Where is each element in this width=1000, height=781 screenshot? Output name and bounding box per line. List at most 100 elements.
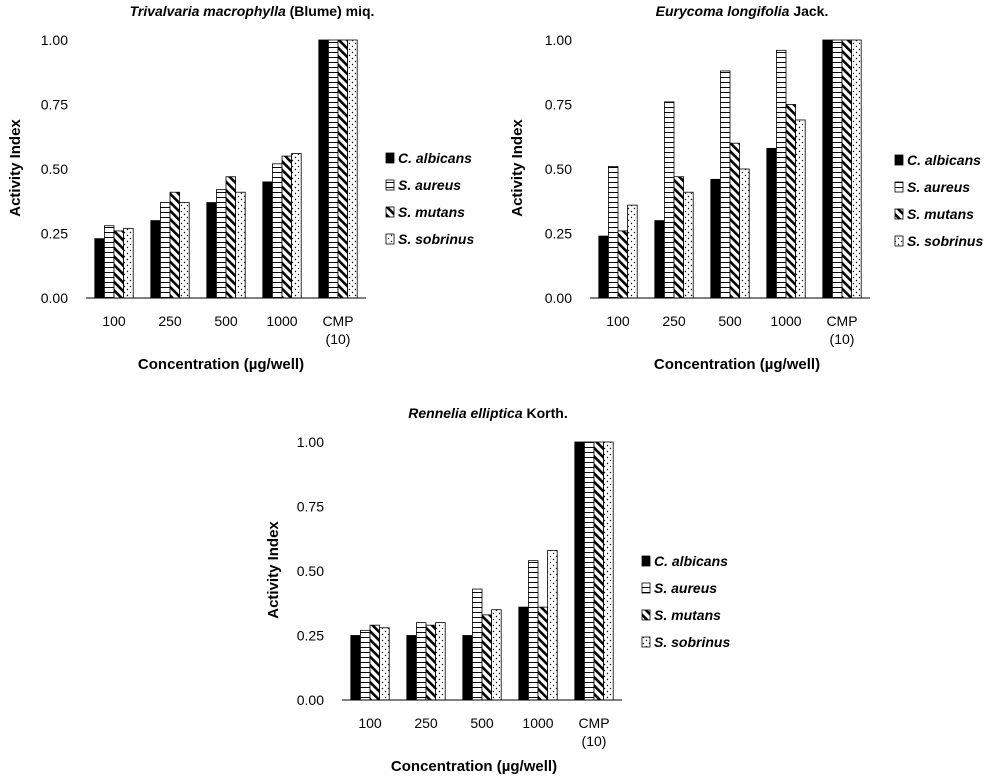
bar — [179, 202, 190, 299]
bar — [683, 191, 694, 299]
legend-label: C. albicans — [654, 553, 728, 569]
bar — [776, 49, 787, 299]
legend-label: S. mutans — [907, 206, 974, 222]
legend-label: S. sobrinus — [654, 634, 730, 650]
bar — [425, 624, 437, 701]
legend-swatch — [385, 152, 395, 164]
x-tick-label: 250 — [158, 313, 182, 329]
bar — [598, 235, 609, 299]
bar — [271, 163, 283, 299]
bar — [673, 176, 685, 299]
legend-swatch — [894, 154, 904, 166]
bar — [547, 549, 558, 701]
bar — [603, 441, 614, 701]
bar — [785, 104, 797, 299]
legend: C. albicans S. aureus S. mutans S. sobrinus — [385, 150, 474, 247]
bar — [491, 609, 502, 701]
legend-label: S. mutans — [654, 607, 721, 623]
bar — [710, 178, 721, 299]
legend-label: S. sobrinus — [398, 231, 474, 247]
bar — [795, 119, 806, 299]
bar — [851, 39, 862, 299]
bar — [481, 614, 493, 701]
x-tick-label: 100 — [358, 715, 382, 731]
y-tick-label: 0.75 — [41, 97, 68, 113]
y-tick-label: 0.25 — [41, 226, 68, 242]
bar — [327, 39, 339, 299]
bar — [435, 622, 446, 701]
bar — [415, 622, 427, 701]
bar — [739, 168, 750, 299]
x-axis-label: Concentration (µg/well) — [138, 356, 304, 373]
legend-label: S. aureus — [654, 580, 717, 596]
legend-label: S. mutans — [398, 204, 465, 220]
bar — [841, 39, 853, 299]
bar — [593, 441, 605, 701]
bar — [822, 39, 833, 299]
y-tick-label: 0.00 — [297, 692, 324, 708]
bar — [608, 166, 619, 299]
x-tick-label: 100 — [102, 313, 126, 329]
y-tick-label: 0.50 — [41, 161, 68, 177]
plot-area: 0.00 0.25 0.50 0.75 1.00 100 250 500 1000 CMP (10) — [545, 32, 870, 347]
bar — [379, 627, 390, 701]
y-axis-label: Activity Index — [7, 119, 24, 217]
x-tick-label: 1000 — [770, 313, 801, 329]
x-axis-label: Concentration (µg/well) — [654, 356, 820, 373]
bar — [347, 39, 358, 299]
bar — [654, 220, 665, 299]
bar — [169, 191, 181, 299]
bar — [281, 155, 293, 299]
bar — [832, 39, 843, 299]
chart-title: Trivalvaria macrophylla (Blume) miq. — [130, 3, 375, 19]
bar — [104, 225, 115, 299]
y-tick-label: 0.75 — [545, 97, 572, 113]
x-tick-label: 500 — [214, 313, 238, 329]
y-tick-label: 1.00 — [41, 32, 68, 48]
bar — [537, 606, 549, 701]
y-axis-label: Activity Index — [265, 521, 282, 619]
bar — [617, 230, 629, 299]
legend: C. albicans S. aureus S. mutans S. sobrinus — [894, 152, 983, 249]
y-tick-label: 1.00 — [545, 32, 572, 48]
x-tick-label: 500 — [470, 715, 494, 731]
bar — [729, 142, 741, 299]
bar — [150, 220, 161, 299]
bar — [235, 191, 246, 299]
bar — [262, 181, 273, 299]
legend-swatch — [641, 636, 651, 648]
bar — [406, 635, 417, 701]
x-tick-label: 250 — [414, 715, 438, 731]
bar — [318, 39, 329, 299]
plot-area: 0.00 0.25 0.50 0.75 1.00 100 250 500 1000 CMP (10) — [41, 32, 366, 347]
legend-label: S. aureus — [398, 177, 461, 193]
bar — [766, 147, 777, 299]
bar — [94, 238, 105, 299]
x-tick-label: 1000 — [266, 313, 297, 329]
bar — [350, 635, 361, 701]
bar — [471, 588, 483, 701]
legend-label: C. albicans — [398, 150, 472, 166]
legend-swatch — [641, 555, 651, 567]
x-axis-label: Concentration (µg/well) — [391, 758, 557, 775]
bar — [206, 202, 217, 299]
bar — [291, 153, 302, 299]
y-tick-label: 0.25 — [545, 226, 572, 242]
bar — [574, 441, 585, 701]
x-tick-label: (10) — [830, 331, 855, 347]
x-tick-label: 250 — [662, 313, 686, 329]
legend-swatch — [894, 181, 904, 193]
legend-swatch — [385, 233, 395, 245]
x-tick-label: (10) — [582, 733, 607, 749]
legend-swatch — [385, 206, 395, 218]
chart-panel-eurycoma: Eurycoma longifolia Jack. Activity Index… — [509, 3, 983, 373]
bar — [359, 629, 371, 701]
x-tick-label: (10) — [326, 331, 351, 347]
bar — [627, 204, 638, 299]
y-tick-label: 0.75 — [297, 499, 324, 515]
bar — [337, 39, 349, 299]
bar — [664, 101, 675, 299]
legend-label: S. sobrinus — [907, 233, 983, 249]
legend-swatch — [641, 582, 651, 594]
